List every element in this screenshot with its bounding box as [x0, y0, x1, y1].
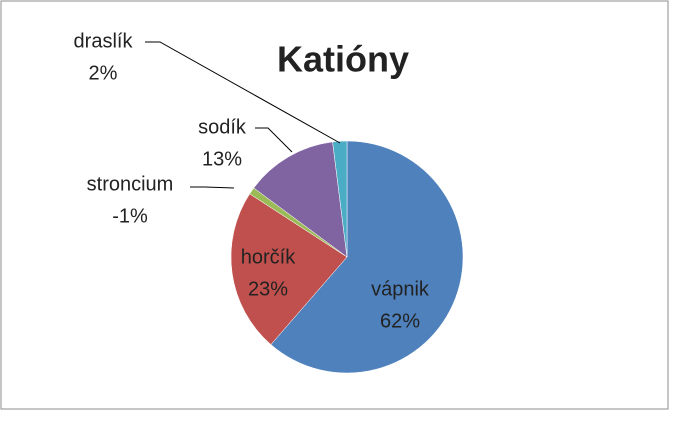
- slice-value-label: 13%: [202, 148, 242, 170]
- pie-slice: [253, 141, 348, 258]
- leader-line: [145, 41, 341, 144]
- slice-value-label: 2%: [89, 62, 118, 84]
- slice-label: vápnik: [371, 278, 430, 300]
- leader-line: [190, 186, 235, 189]
- slice-label: draslík: [74, 30, 134, 52]
- slice-value-label: 62%: [380, 310, 420, 332]
- pie-slice: [270, 140, 464, 374]
- chart-title: Katióny: [277, 39, 409, 80]
- pie-slice: [332, 140, 348, 258]
- slice-label: stroncium: [87, 173, 174, 195]
- slice-label: sodík: [198, 116, 247, 138]
- slice-value-label: 23%: [248, 278, 288, 300]
- slice-value-label: -1%: [112, 205, 148, 227]
- pie-slice: [230, 193, 348, 345]
- slice-label: horčík: [241, 246, 296, 268]
- leader-line: [255, 127, 293, 153]
